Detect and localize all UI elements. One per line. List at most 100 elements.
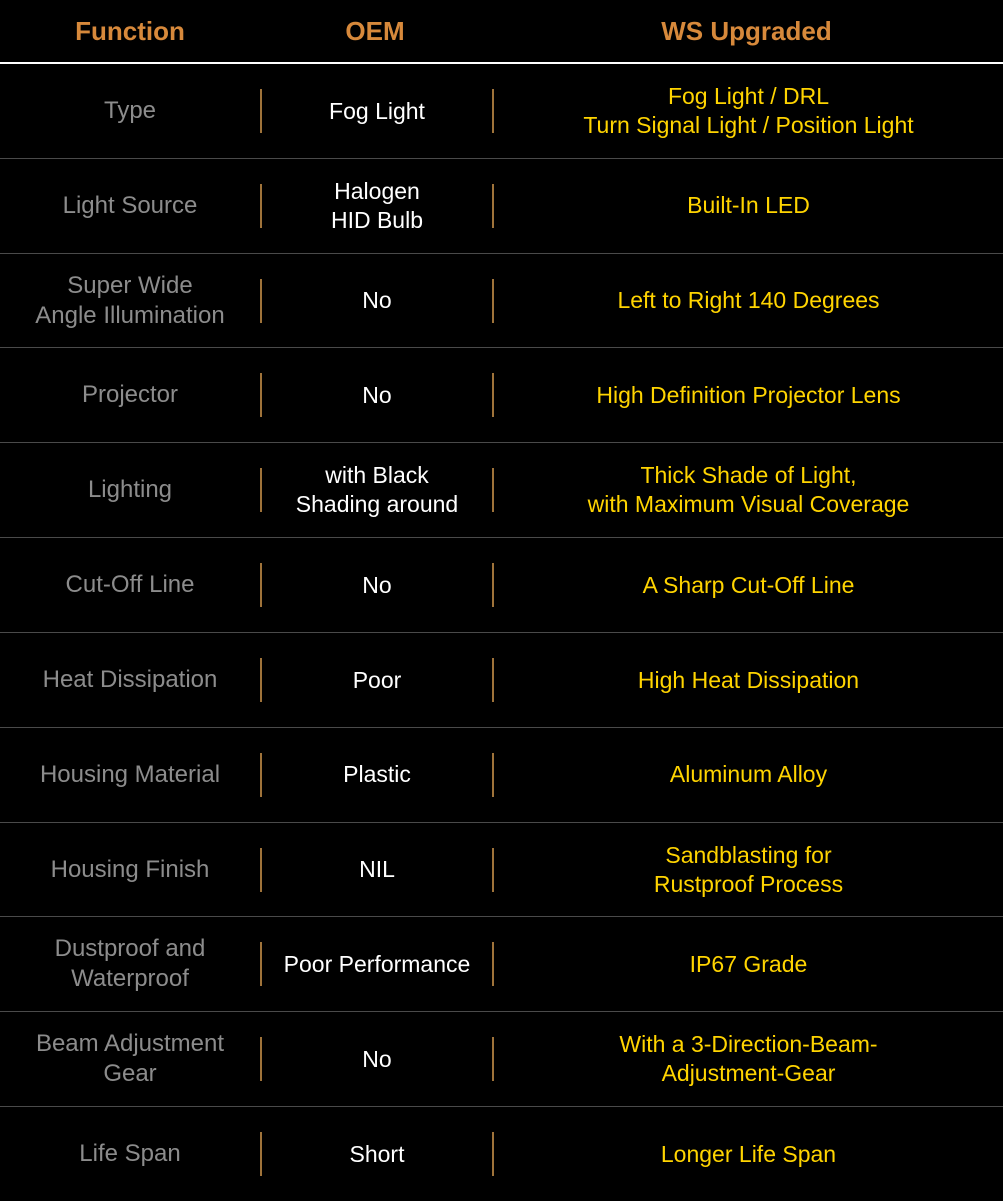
ws-upgraded-cell: Thick Shade of Light,with Maximum Visual… (494, 443, 1003, 537)
column-separator (492, 1132, 494, 1176)
function-text-line: Super Wide (67, 271, 192, 301)
table-row: Beam AdjustmentGear No With a 3-Direction-… (0, 1012, 1003, 1107)
table-row: Light SourceHalogenHID BulbBuilt-In LED (0, 159, 1003, 254)
ws-upgraded-cell: High Heat Dissipation (494, 633, 1003, 727)
column-separator (260, 89, 262, 133)
ws-text-line: Thick Shade of Light, (640, 461, 856, 490)
oem-text-line: HID Bulb (331, 206, 423, 235)
header-ws-upgraded: WS Upgraded (490, 16, 1003, 47)
ws-text-line: High Heat Dissipation (638, 666, 859, 695)
table-row: Cut-Off Line No A Sharp Cut-Off Line (0, 538, 1003, 633)
oem-text-line: No (362, 1045, 391, 1074)
ws-text-line: with Maximum Visual Coverage (588, 490, 910, 519)
function-cell: Super WideAngle Illumination (0, 254, 260, 348)
ws-upgraded-cell: Sandblasting forRustproof Process (494, 823, 1003, 917)
oem-cell: HalogenHID Bulb (262, 159, 492, 253)
column-separator (260, 184, 262, 228)
ws-text-line: Aluminum Alloy (670, 760, 827, 789)
oem-cell: No (262, 1012, 492, 1106)
function-cell: Heat Dissipation (0, 633, 260, 727)
function-text-line: Light Source (63, 191, 198, 221)
oem-text-line: No (362, 571, 391, 600)
column-separator (260, 468, 262, 512)
oem-text-line: Fog Light (329, 97, 425, 126)
function-cell: Dustproof andWaterproof (0, 917, 260, 1011)
column-separator (492, 184, 494, 228)
oem-text-line: Halogen (334, 177, 420, 206)
ws-text-line: IP67 Grade (690, 950, 808, 979)
column-separator (260, 1037, 262, 1081)
function-cell: Life Span (0, 1107, 260, 1201)
function-text-line: Housing Finish (51, 855, 210, 885)
ws-text-line: Adjustment-Gear (662, 1059, 836, 1088)
function-cell: Cut-Off Line (0, 538, 260, 632)
table-row: TypeFog LightFog Light / DRLTurn Signal … (0, 64, 1003, 159)
column-separator (260, 1132, 262, 1176)
oem-text-line: Short (350, 1140, 405, 1169)
column-separator (492, 848, 494, 892)
oem-cell: Poor Performance (262, 917, 492, 1011)
function-cell: Type (0, 64, 260, 158)
oem-cell: No (262, 348, 492, 442)
ws-text-line: Left to Right 140 Degrees (617, 286, 879, 315)
ws-upgraded-cell: Left to Right 140 Degrees (494, 254, 1003, 348)
oem-text-line: No (362, 381, 391, 410)
table-row: Super WideAngle Illumination No Left to Ri… (0, 254, 1003, 349)
ws-text-line: High Definition Projector Lens (596, 381, 900, 410)
column-separator (492, 1037, 494, 1081)
table-body: TypeFog LightFog Light / DRLTurn Signal … (0, 64, 1003, 1201)
function-text-line: Life Span (79, 1139, 180, 1169)
table-row: Housing Material Plastic Aluminum Alloy (0, 728, 1003, 823)
ws-upgraded-cell: A Sharp Cut-Off Line (494, 538, 1003, 632)
function-text-line: Angle Illumination (35, 301, 224, 331)
oem-cell: Poor (262, 633, 492, 727)
column-separator (260, 563, 262, 607)
oem-text-line: with Black (325, 461, 429, 490)
ws-text-line: Fog Light / DRL (668, 82, 829, 111)
ws-text-line: With a 3-Direction-Beam- (619, 1030, 877, 1059)
function-text-line: Type (104, 96, 156, 126)
oem-cell: Fog Light (262, 64, 492, 158)
oem-text-line: No (362, 286, 391, 315)
column-separator (260, 279, 262, 323)
table-row: Life Span Short Longer Life Span (0, 1107, 1003, 1201)
oem-cell: NIL (262, 823, 492, 917)
function-cell: Housing Finish (0, 823, 260, 917)
column-separator (492, 563, 494, 607)
table-row: Housing Finish NILSandblasting forRustpro… (0, 823, 1003, 918)
function-text-line: Projector (82, 380, 178, 410)
function-cell: Lighting (0, 443, 260, 537)
ws-text-line: Longer Life Span (661, 1140, 836, 1169)
function-cell: Projector (0, 348, 260, 442)
column-separator (492, 753, 494, 797)
table-row: Heat Dissipation Poor High Heat Dissipatio… (0, 633, 1003, 728)
function-text-line: Gear (103, 1059, 156, 1089)
ws-text-line: A Sharp Cut-Off Line (643, 571, 855, 600)
oem-cell: with BlackShading around (262, 443, 492, 537)
oem-text-line: Plastic (343, 760, 411, 789)
column-separator (260, 658, 262, 702)
table-row: Dustproof andWaterproofPoor Performance I… (0, 917, 1003, 1012)
function-cell: Light Source (0, 159, 260, 253)
ws-upgraded-cell: Built-In LED (494, 159, 1003, 253)
column-separator (492, 279, 494, 323)
oem-cell: Short (262, 1107, 492, 1201)
function-text-line: Heat Dissipation (43, 665, 218, 695)
table-row: Projector No High Definition Projector Len… (0, 348, 1003, 443)
column-separator (260, 373, 262, 417)
function-text-line: Lighting (88, 475, 172, 505)
column-separator (260, 753, 262, 797)
column-separator (260, 848, 262, 892)
function-text-line: Beam Adjustment (36, 1029, 224, 1059)
ws-upgraded-cell: IP67 Grade (494, 917, 1003, 1011)
ws-upgraded-cell: With a 3-Direction-Beam-Adjustment-Gear (494, 1012, 1003, 1106)
column-separator (492, 373, 494, 417)
table-row: Lightingwith BlackShading aroundThick Sh… (0, 443, 1003, 538)
oem-cell: Plastic (262, 728, 492, 822)
header-function: Function (0, 16, 260, 47)
column-separator (260, 942, 262, 986)
table-header-row: Function OEM WS Upgraded (0, 0, 1003, 64)
oem-cell: No (262, 538, 492, 632)
function-text-line: Housing Material (40, 760, 220, 790)
header-oem: OEM (260, 16, 490, 47)
